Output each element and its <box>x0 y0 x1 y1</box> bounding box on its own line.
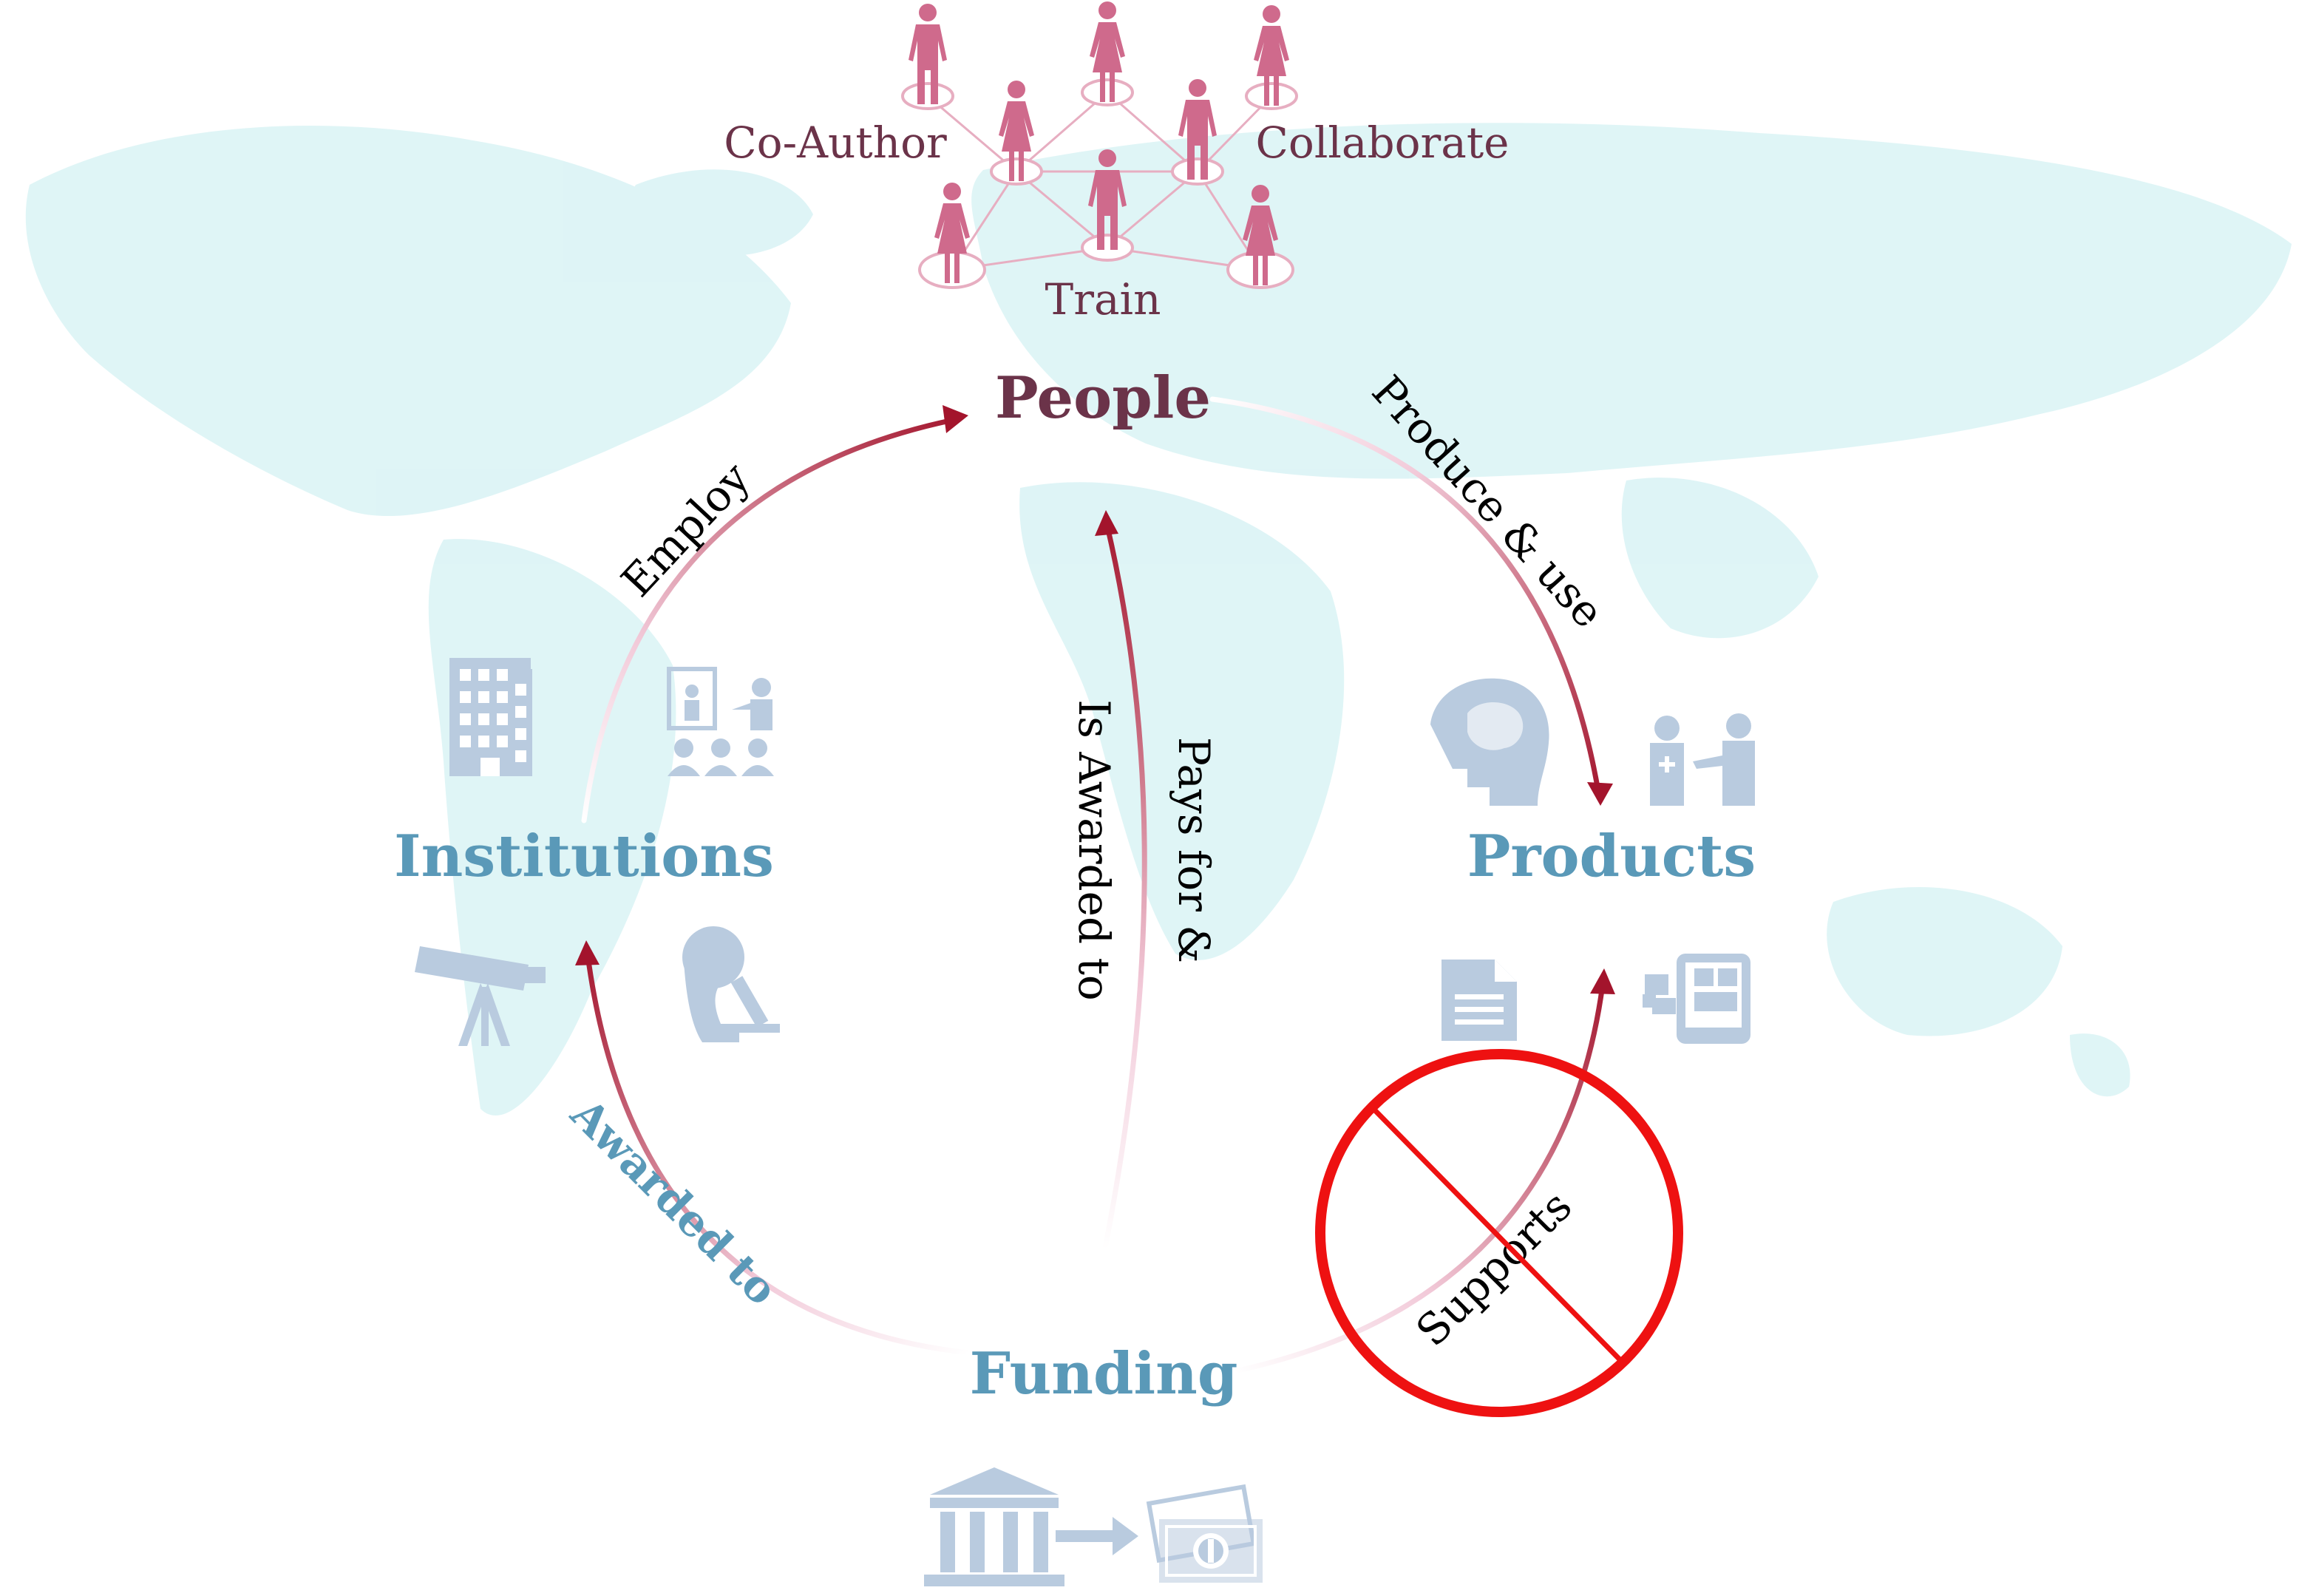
institutions-icons <box>415 658 780 1046</box>
classroom-icon <box>667 667 774 776</box>
pays-label: Pays for & <box>1169 737 1219 963</box>
supports-arrowhead <box>1590 968 1615 994</box>
produce-arrow <box>1209 396 1601 794</box>
pays-arrowhead <box>1095 510 1118 536</box>
awarded-to-label: Awarded to <box>561 1088 787 1314</box>
pays-arrow <box>1102 523 1147 1251</box>
document-icon <box>1441 960 1517 1041</box>
people-node: People <box>995 364 1211 432</box>
world-map-background <box>25 123 2292 1116</box>
products-icons <box>1430 678 1755 1044</box>
brain-icon <box>1430 678 1549 806</box>
bank-icon <box>924 1467 1064 1586</box>
awarded-to-institutions-arrow <box>585 952 971 1356</box>
tablet-icon <box>1643 954 1750 1044</box>
microscope-icon <box>682 926 780 1042</box>
money-icon <box>1146 1484 1263 1583</box>
doctor-patient-icon <box>1650 713 1755 806</box>
is-awarded-label: Is Awarded to <box>1069 699 1119 1001</box>
arrow-right-icon <box>1056 1517 1138 1555</box>
employ-arrowhead <box>943 405 968 433</box>
funding-icons <box>924 1467 1263 1586</box>
awarded-to-institutions-arrowhead <box>575 940 600 965</box>
arrowheads <box>575 405 1615 994</box>
funding-node: Funding <box>970 1340 1238 1407</box>
employ-label: Employ <box>611 452 759 606</box>
telescope-icon <box>415 946 546 1046</box>
employ-arrow <box>581 417 957 824</box>
supports-label: Supports <box>1406 1181 1581 1356</box>
collaborate-label: Collaborate <box>1256 118 1510 168</box>
institutions-node: Institutions <box>394 823 774 890</box>
coauthor-label: Co-Author <box>724 118 947 168</box>
office-building-icon <box>449 658 532 776</box>
network-nodes <box>901 78 1298 289</box>
train-label: Train <box>1045 274 1161 325</box>
produce-arrowhead <box>1587 782 1613 806</box>
prohibition-sign <box>1315 1049 1683 1417</box>
products-node: Products <box>1467 823 1756 890</box>
